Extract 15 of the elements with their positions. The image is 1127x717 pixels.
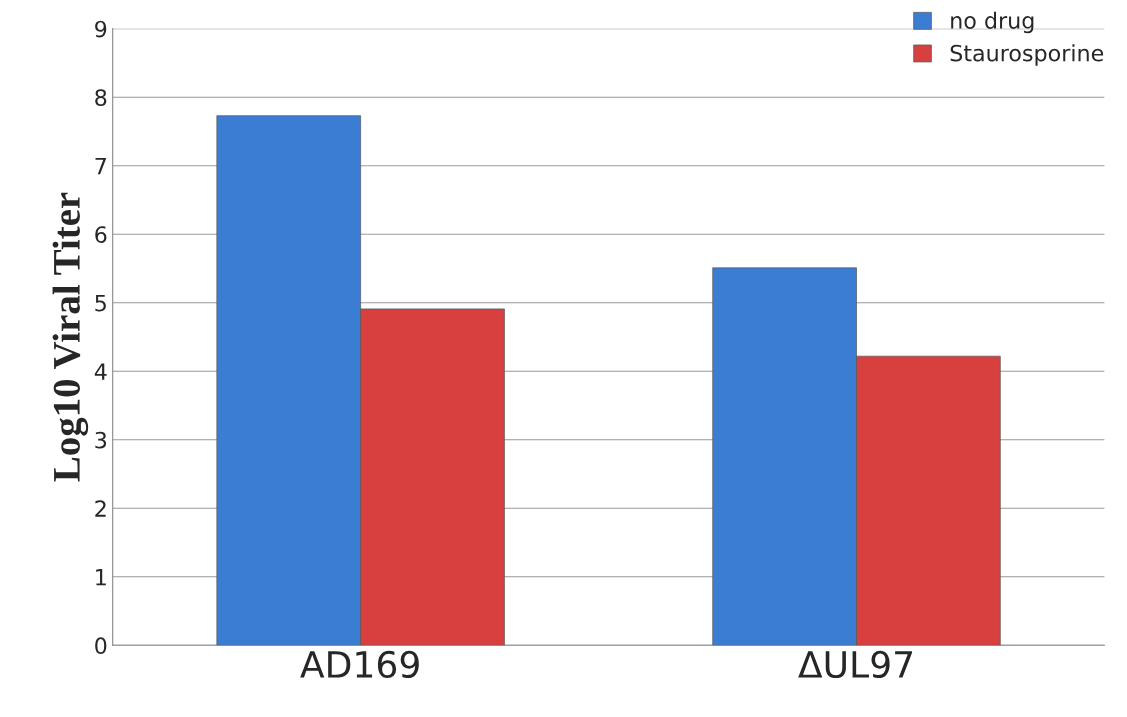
legend-label: Staurosporine xyxy=(950,44,1104,66)
x-tick-label: AD169 xyxy=(300,650,419,679)
legend-label: no drug xyxy=(951,11,1034,34)
y-tick-label: 3 xyxy=(95,431,107,449)
y-tick-label: 7 xyxy=(95,157,106,175)
x-tick-label: ΔUL97 xyxy=(798,650,913,679)
y-tick-label: 6 xyxy=(95,226,107,243)
y-tick-label: 2 xyxy=(95,500,106,517)
y-tick-label: 4 xyxy=(94,363,107,380)
y-tick-label: 9 xyxy=(95,20,107,38)
y-tick-label: 1 xyxy=(96,569,106,586)
y-tick-label: 8 xyxy=(95,89,107,106)
y-tick-label: 5 xyxy=(95,294,106,312)
y-axis-title: Log10 Viral Titer xyxy=(52,192,89,482)
y-tick-label: 0 xyxy=(95,637,107,655)
